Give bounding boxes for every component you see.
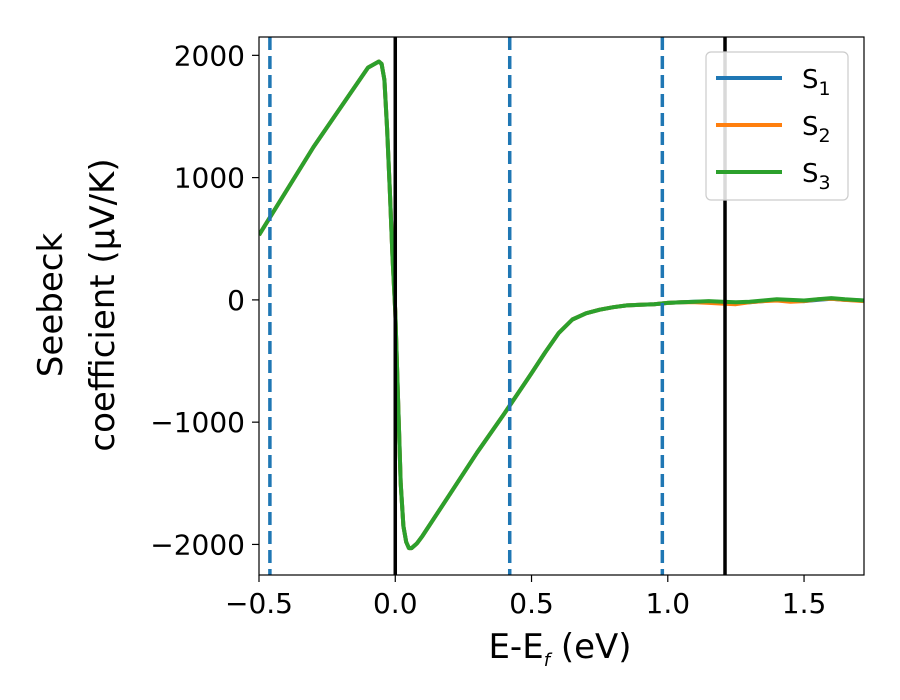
x-axis-label-main: E-E [488, 627, 543, 667]
x-axis-label-unit: (eV) [550, 627, 632, 667]
y-tick-label: 2000 [174, 39, 245, 72]
y-tick-label: 0 [227, 284, 245, 317]
x-tick-label: 1.5 [782, 587, 827, 620]
x-axis-label-sub: f [544, 650, 553, 671]
y-axis-ticks: −2000 −1000 0 1000 2000 [150, 39, 259, 561]
x-axis-ticks: −0.5 0.0 0.5 1.0 1.5 [225, 575, 826, 620]
y-axis-label: Seebeck coefficient (μV/K) [31, 158, 123, 451]
y-tick-label: −1000 [150, 406, 245, 439]
legend-label-s1: S1 [802, 65, 831, 100]
legend-label-s3: S3 [802, 159, 831, 194]
plot-frame [258, 36, 865, 576]
legend-label-s2: S2 [802, 112, 831, 147]
y-axis-label-line1: Seebeck [31, 233, 71, 378]
plot-area [258, 36, 865, 576]
x-tick-label: −0.5 [225, 587, 293, 620]
series-line-s3 [259, 59, 864, 551]
y-tick-label: −2000 [150, 528, 245, 561]
x-tick-label: 0.5 [509, 587, 554, 620]
x-tick-label: 0.0 [373, 587, 418, 620]
legend: S1 S2 S3 [705, 51, 849, 201]
y-axis-label-line2: coefficient (μV/K) [83, 158, 123, 451]
plot-clip-group [259, 37, 864, 575]
x-tick-label: 1.0 [646, 587, 691, 620]
x-axis-label: E-Ef (eV) [488, 627, 631, 671]
y-tick-label: 1000 [174, 162, 245, 195]
